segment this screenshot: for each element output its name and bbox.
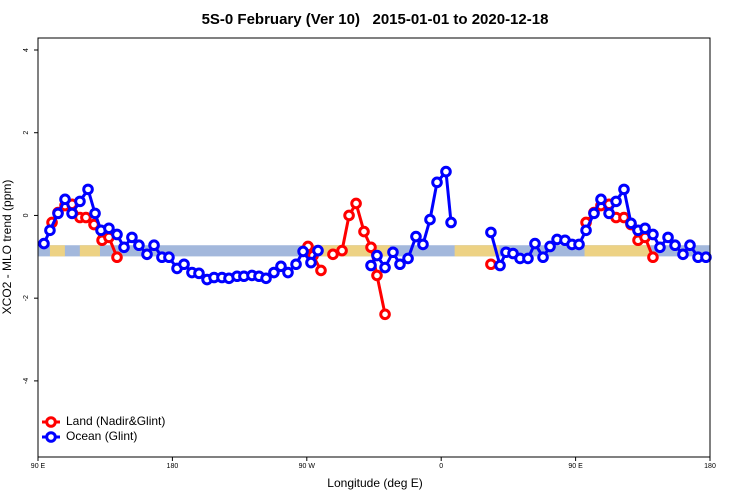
data-point xyxy=(595,193,607,206)
data-point xyxy=(327,248,339,261)
data-point xyxy=(365,241,377,254)
data-point xyxy=(312,244,324,257)
data-point xyxy=(440,165,452,178)
data-point xyxy=(700,251,712,264)
y-tick-label: 4 xyxy=(23,48,30,52)
x-tick-label: 90 E xyxy=(568,463,583,470)
data-point xyxy=(669,239,681,252)
data-point xyxy=(66,207,78,220)
data-point xyxy=(350,197,362,210)
data-point xyxy=(89,207,101,220)
data-point xyxy=(647,251,659,264)
data-point xyxy=(410,230,422,243)
y-tick-label: -4 xyxy=(23,378,30,384)
data-point xyxy=(529,237,541,250)
x-axis-label: Longitude (deg E) xyxy=(327,476,422,490)
data-point xyxy=(379,261,391,274)
data-point xyxy=(111,251,123,264)
data-point xyxy=(111,228,123,241)
data-point xyxy=(365,259,377,272)
data-point xyxy=(118,241,130,254)
data-point xyxy=(275,260,287,273)
data-point xyxy=(610,195,622,208)
plot-frame xyxy=(37,37,711,458)
data-point xyxy=(677,248,689,261)
data-point xyxy=(178,258,190,271)
data-point xyxy=(193,267,205,280)
data-point xyxy=(59,193,71,206)
data-point xyxy=(588,207,600,220)
data-point xyxy=(336,244,348,257)
data-point xyxy=(260,272,272,285)
x-tick-label: 0 xyxy=(439,463,443,470)
y-tick-label: 0 xyxy=(23,213,30,217)
y-tick-label: 2 xyxy=(23,131,30,135)
data-point xyxy=(141,248,153,261)
data-point xyxy=(38,237,50,250)
x-tick-label: 180 xyxy=(704,463,716,470)
data-point xyxy=(80,211,92,224)
data-point xyxy=(544,240,556,253)
data-point xyxy=(133,239,145,252)
data-point xyxy=(639,222,651,235)
data-point xyxy=(371,269,383,282)
plot-area xyxy=(38,165,712,321)
legend-label: Ocean (Glint) xyxy=(66,429,137,443)
data-point xyxy=(647,228,659,241)
data-point xyxy=(103,222,115,235)
data-point xyxy=(603,207,615,220)
data-point xyxy=(82,183,94,196)
data-point xyxy=(485,226,497,239)
x-tick-label: 180 xyxy=(167,463,179,470)
data-point xyxy=(148,239,160,252)
y-axis-label: XCO2 - MLO trend (ppm) xyxy=(0,180,14,315)
data-point xyxy=(522,252,534,265)
data-point xyxy=(684,239,696,252)
land-patch xyxy=(454,245,500,257)
data-point xyxy=(297,245,309,258)
land-patch xyxy=(49,245,65,257)
land-patch xyxy=(584,245,651,257)
data-point xyxy=(74,195,86,208)
x-tick-label: 90 W xyxy=(299,463,316,470)
data-point xyxy=(625,217,637,230)
data-point xyxy=(44,224,56,237)
legend-marker xyxy=(45,416,57,428)
data-point xyxy=(485,258,497,271)
data-point xyxy=(343,209,355,222)
y-tick-label: -2 xyxy=(23,295,30,301)
data-point xyxy=(305,256,317,269)
data-point xyxy=(402,252,414,265)
data-point xyxy=(268,266,280,279)
data-point xyxy=(387,246,399,259)
data-point xyxy=(654,241,666,254)
data-point xyxy=(662,231,674,244)
data-point xyxy=(379,308,391,321)
x-tick-label: 90 E xyxy=(31,463,46,470)
legend-label: Land (Nadir&Glint) xyxy=(66,414,165,428)
land-patch xyxy=(79,245,100,257)
data-point xyxy=(282,266,294,279)
data-point xyxy=(52,207,64,220)
data-point xyxy=(494,259,506,272)
chart-title: 5S-0 February (Ver 10) 2015-01-01 to 202… xyxy=(202,11,549,28)
data-point xyxy=(290,258,302,271)
data-point xyxy=(618,183,630,196)
data-point xyxy=(580,224,592,237)
data-point xyxy=(394,258,406,271)
data-point xyxy=(431,176,443,189)
data-point xyxy=(163,251,175,264)
data-point xyxy=(126,231,138,244)
data-point xyxy=(371,249,383,262)
data-point xyxy=(315,264,327,277)
data-point xyxy=(445,216,457,229)
data-point xyxy=(417,238,429,251)
legend-marker xyxy=(45,431,57,443)
data-point xyxy=(424,213,436,226)
data-point xyxy=(573,238,585,251)
data-point xyxy=(358,225,370,238)
data-point xyxy=(537,251,549,264)
